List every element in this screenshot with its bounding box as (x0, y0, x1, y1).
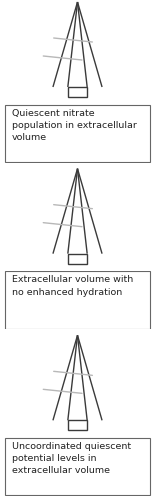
FancyBboxPatch shape (5, 438, 150, 496)
Bar (68, 420, 87, 430)
Text: Extracellular volume with
no enhanced hydration: Extracellular volume with no enhanced hy… (12, 276, 133, 296)
FancyBboxPatch shape (5, 104, 150, 162)
FancyBboxPatch shape (5, 272, 150, 328)
Text: Uncoordinated quiescent
potential levels in
extracellular volume: Uncoordinated quiescent potential levels… (12, 442, 131, 476)
Text: Quiescent nitrate
population in extracellular
volume: Quiescent nitrate population in extracel… (12, 108, 137, 142)
Bar (68, 87, 87, 97)
Bar (68, 254, 87, 264)
